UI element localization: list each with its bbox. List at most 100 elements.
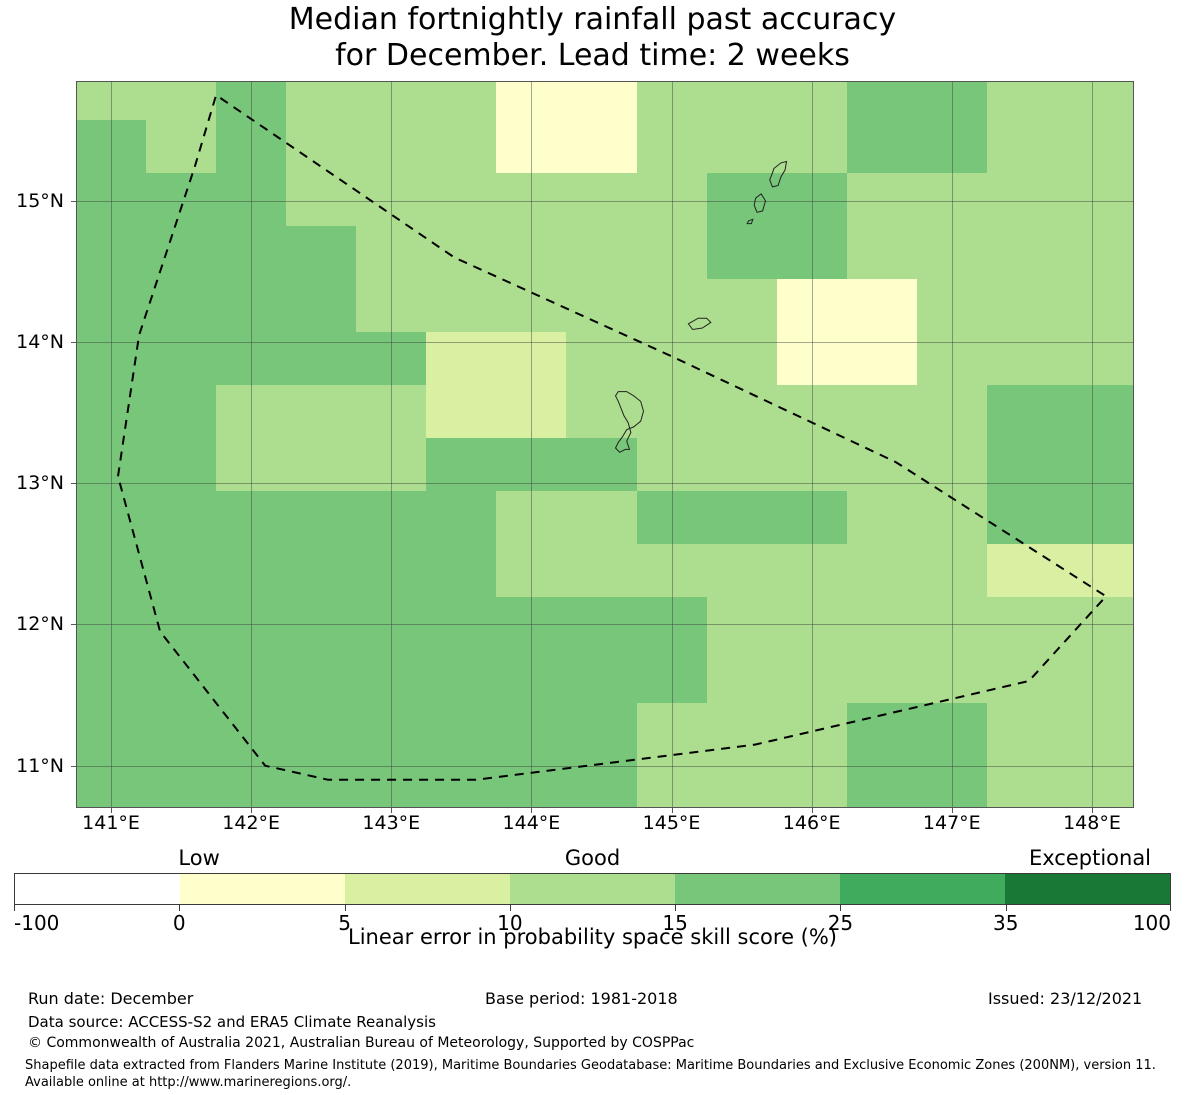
heatmap-cell [706, 278, 778, 333]
x-axis-tick-mark [251, 808, 253, 813]
island-outline [769, 160, 788, 188]
heatmap-cell [356, 331, 427, 386]
heatmap-cell [566, 702, 638, 756]
heatmap-cell [986, 384, 1058, 439]
heatmap-cell [1056, 384, 1134, 439]
heatmap-cell [986, 702, 1058, 756]
colorbar-tick-mark [840, 905, 842, 911]
heatmap-cell [426, 649, 497, 703]
heatmap-cell [1056, 172, 1134, 227]
heatmap-cell [776, 596, 848, 650]
colorbar-tick-mark [1005, 905, 1007, 911]
x-axis-tick-label: 145°E [642, 812, 701, 834]
heatmap-cell [146, 702, 217, 756]
heatmap-cell [636, 225, 708, 280]
y-axis-tick-label: 11°N [16, 754, 64, 777]
heatmap-cell [76, 172, 147, 227]
x-axis-tick-mark [951, 808, 953, 813]
heatmap-cell [146, 225, 217, 280]
heatmap-cell [146, 331, 217, 386]
heatmap-cell [496, 172, 568, 227]
colorbar-axis-label: Linear error in probability space skill … [348, 925, 837, 949]
heatmap-cell [776, 384, 848, 439]
heatmap-cell [426, 172, 497, 227]
colorbar-tick-label: -100 [14, 911, 60, 935]
heatmap-cell [356, 81, 427, 121]
heatmap-cell [76, 755, 147, 808]
x-axis-tick-label: 142°E [222, 812, 281, 834]
heatmap-cell [566, 119, 638, 174]
colorbar-tick-label: 5 [338, 911, 351, 935]
heatmap-cell [356, 490, 427, 544]
heatmap-cell [216, 596, 287, 650]
heatmap-cell [706, 490, 778, 544]
heatmap-cell [706, 81, 778, 121]
heatmap-cell [776, 649, 848, 703]
heatmap-cell [426, 702, 497, 756]
heatmap-cell [496, 81, 568, 121]
heatmap-cell [916, 119, 988, 174]
heatmap-cell [426, 81, 497, 121]
x-axis-tick-mark [391, 808, 393, 813]
heatmap-cell [146, 543, 217, 597]
heatmap-cell [216, 331, 287, 386]
footer-data-source: Data source: ACCESS-S2 and ERA5 Climate … [28, 1013, 436, 1031]
heatmap-cell [916, 225, 988, 280]
colorbar-band [675, 874, 840, 904]
heatmap-cell [216, 755, 287, 808]
heatmap-cell [426, 596, 497, 650]
heatmap-cell [496, 278, 568, 333]
heatmap-cell [286, 384, 357, 439]
heatmap-cell [706, 172, 778, 227]
heatmap-cell [146, 81, 217, 121]
heatmap-cell [636, 649, 708, 703]
heatmap-cell [916, 384, 988, 439]
heatmap-cell [636, 119, 708, 174]
heatmap-cell [776, 543, 848, 597]
heatmap-cell [846, 225, 918, 280]
heatmap-cell [76, 702, 147, 756]
heatmap-cell [1056, 278, 1134, 333]
map-plot-area [76, 81, 1134, 808]
heatmap-cell [706, 437, 778, 491]
heatmap-cell [216, 702, 287, 756]
heatmap-cell [636, 81, 708, 121]
colorbar-category-label: Low [178, 846, 220, 870]
heatmap-cell [916, 331, 988, 386]
heatmap-cell [916, 543, 988, 597]
heatmap-cell [286, 278, 357, 333]
heatmap-cell [986, 278, 1058, 333]
heatmap-cell [706, 755, 778, 808]
colorbar-tick-label: 10 [497, 911, 523, 935]
colorbar-band [840, 874, 1005, 904]
heatmap-cell [496, 490, 568, 544]
heatmap-cell [286, 702, 357, 756]
heatmap-cell [426, 437, 497, 491]
heatmap-cell [76, 119, 147, 174]
colorbar-category-label: Good [564, 846, 621, 870]
heatmap-cell [636, 755, 708, 808]
colorbar-category-label: Exceptional [1028, 846, 1152, 870]
y-axis-tick-mark [71, 483, 76, 485]
heatmap-cell [76, 384, 147, 439]
heatmap-cell [776, 702, 848, 756]
heatmap-cell [426, 119, 497, 174]
heatmap-cell [1056, 649, 1134, 703]
heatmap-cell [76, 596, 147, 650]
heatmap-cell [846, 702, 918, 756]
map-vector-overlay [117, 93, 1108, 781]
heatmap-cell [1056, 225, 1134, 280]
heatmap-cell [986, 225, 1058, 280]
heatmap-cell [636, 278, 708, 333]
colorbar-tick-label: 100 [1132, 911, 1171, 935]
y-axis-tick-label: 13°N [16, 472, 64, 495]
colorbar-tick-mark [1170, 905, 1171, 911]
x-axis-tick-label: 147°E [922, 812, 981, 834]
heatmap-cell [706, 119, 778, 174]
heatmap-cell [986, 490, 1058, 544]
heatmap-cell [916, 81, 988, 121]
heatmap-cell [426, 755, 497, 808]
x-axis-tick-label: 146°E [782, 812, 841, 834]
heatmap-cell [566, 81, 638, 121]
heatmap-cell [76, 81, 147, 121]
